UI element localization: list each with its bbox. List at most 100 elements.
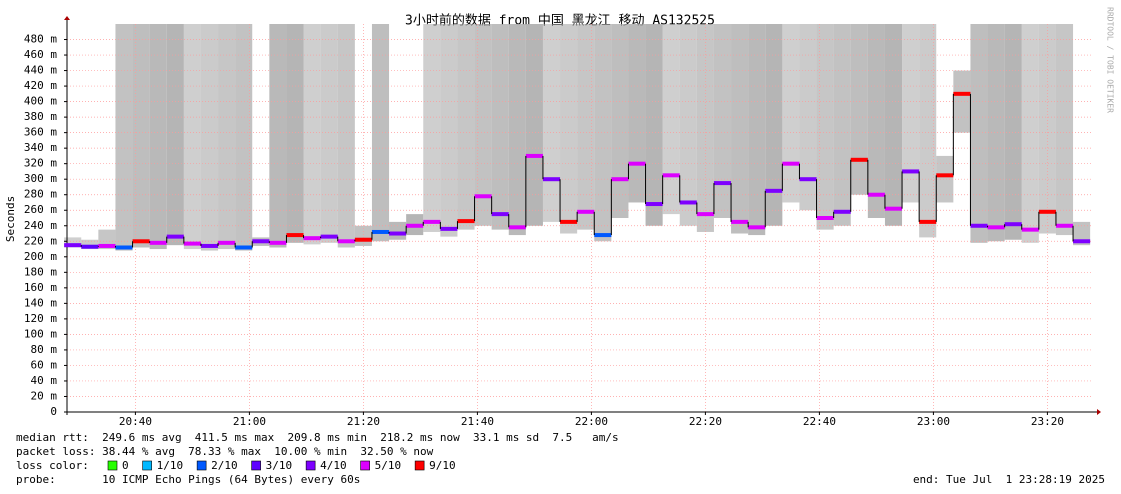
smoke: [337, 24, 355, 248]
stats-line: packet loss: 38.44 % avg 78.33 % max 10.…: [16, 445, 434, 458]
legend-label: 5/10: [375, 459, 402, 472]
median-step: [850, 157, 868, 162]
median-step: [884, 206, 903, 211]
median-step: [713, 181, 732, 186]
median-step: [902, 169, 920, 174]
median-step: [200, 243, 219, 248]
median-step: [560, 219, 578, 224]
median-step: [782, 161, 800, 166]
median-step: [833, 209, 851, 214]
legend-swatch: [251, 460, 261, 471]
smoke: [713, 24, 732, 218]
smoke: [560, 24, 578, 234]
median-step: [577, 209, 595, 214]
legend-label: 9/10: [429, 459, 456, 472]
y-tick-label: 180 m: [24, 265, 57, 278]
y-tick-label: 480 m: [24, 33, 57, 46]
legend-label: 4/10: [320, 459, 347, 472]
smoke: [235, 24, 253, 251]
smoke: [149, 24, 167, 250]
y-tick-label: 140 m: [24, 296, 57, 309]
smoke: [696, 24, 714, 232]
median-step: [98, 243, 116, 248]
end-time: end: Tue Jul 1 23:28:19 2025: [913, 473, 1105, 486]
smoke: [1038, 24, 1056, 234]
smoke: [628, 24, 646, 203]
y-tick-label: 240 m: [24, 219, 57, 232]
y-tick-label: 40 m: [31, 374, 58, 387]
x-tick-label: 23:20: [1031, 415, 1064, 428]
smoke: [183, 24, 201, 250]
smoke: [662, 24, 680, 215]
legend-swatch: [305, 460, 316, 471]
smoke: [731, 24, 749, 234]
legend-title: loss color:: [16, 459, 89, 472]
median-step: [765, 188, 783, 193]
legend-label: 2/10: [211, 459, 238, 472]
median-step: [1004, 222, 1022, 227]
smoke: [218, 24, 236, 250]
median-step: [1055, 223, 1074, 228]
smoke: [371, 24, 390, 242]
y-tick-label: 220 m: [24, 234, 57, 247]
median-step: [1021, 227, 1039, 232]
x-tick-label: 21:20: [347, 415, 380, 428]
median-step: [235, 245, 253, 250]
median-step: [218, 240, 236, 245]
x-tick-label: 22:20: [689, 415, 722, 428]
median-step: [286, 233, 304, 238]
median-step: [81, 244, 99, 249]
median-step: [457, 219, 475, 224]
smoke: [748, 24, 766, 236]
median-step: [594, 233, 612, 238]
smoke: [474, 24, 492, 226]
median-step: [389, 231, 407, 236]
x-tick-label: 23:00: [917, 415, 950, 428]
smoke: [286, 24, 304, 243]
y-tick-label: 80 m: [31, 343, 58, 356]
smoke: [542, 24, 561, 222]
smoke: [679, 24, 697, 226]
y-tick-label: 380 m: [24, 110, 57, 123]
smoke: [765, 24, 783, 226]
median-step: [269, 240, 287, 245]
smoke: [508, 24, 526, 236]
smoke: [81, 239, 99, 250]
median-step: [696, 212, 714, 217]
x-tick-label: 21:40: [461, 415, 494, 428]
smoke: [594, 24, 612, 242]
median-step: [64, 243, 82, 248]
y-tick-label: 160 m: [24, 281, 57, 294]
legend-swatch: [142, 460, 152, 471]
median-step: [354, 237, 372, 242]
x-tick-label: 22:00: [575, 415, 608, 428]
legend-swatch: [414, 460, 425, 471]
smoke: [269, 24, 287, 248]
smoke: [200, 24, 219, 251]
watermark: RRDTOOL / TOBI OETIKER: [1106, 7, 1115, 113]
median-step: [491, 212, 509, 217]
smoke: [987, 24, 1005, 242]
median-step: [115, 245, 133, 250]
median-step: [645, 202, 663, 207]
smoke: [816, 24, 834, 230]
smoke: [320, 24, 338, 243]
x-tick-label: 22:40: [803, 415, 836, 428]
median-step: [799, 177, 817, 182]
smoke: [867, 24, 885, 218]
median-step: [748, 225, 766, 230]
y-tick-label: 400 m: [24, 95, 57, 108]
smoke: [525, 24, 543, 226]
legend-swatch: [360, 460, 370, 471]
median-step: [919, 219, 937, 224]
smoke: [884, 24, 903, 226]
legend-swatch: [196, 460, 207, 471]
median-step: [525, 153, 543, 158]
median-step: [166, 234, 184, 239]
median-step: [132, 239, 150, 244]
smoke: [970, 24, 988, 243]
smoke: [64, 237, 82, 248]
median-step: [953, 91, 971, 96]
arrow: [1097, 409, 1101, 415]
